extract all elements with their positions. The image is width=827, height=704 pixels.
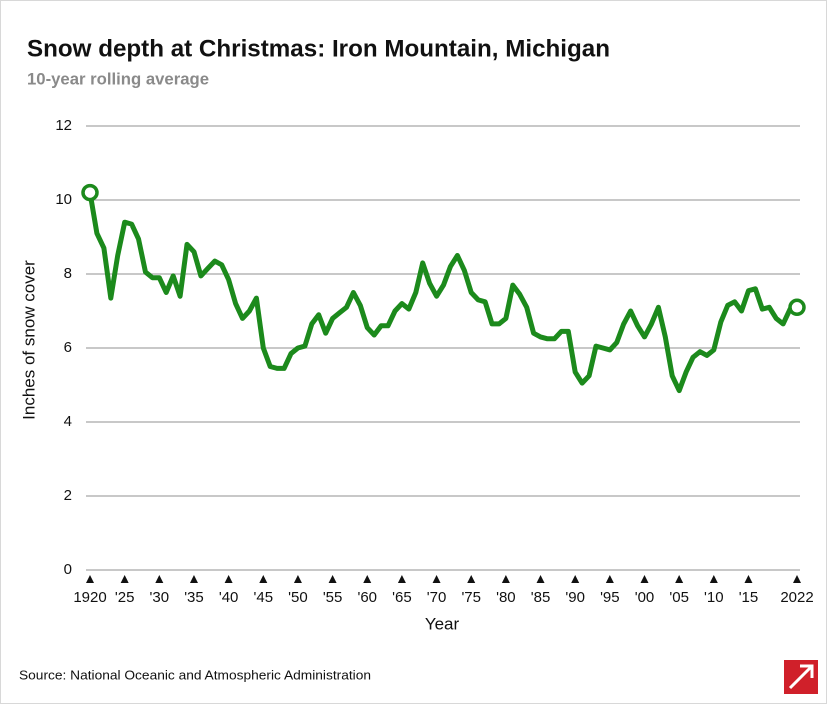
x-tick-mark: [328, 575, 337, 583]
x-tick-label: '65: [392, 589, 412, 606]
logo: [784, 660, 818, 694]
x-tick-label: '50: [288, 589, 308, 606]
x-axis-label: Year: [425, 614, 460, 633]
chart-subtitle: 10-year rolling average: [27, 69, 209, 88]
endpoint-marker: [81, 183, 99, 202]
x-tick-label: '45: [254, 589, 274, 606]
y-tick-label: 2: [64, 487, 72, 504]
x-tick-mark: [259, 575, 268, 583]
x-tick-label: '25: [115, 589, 135, 606]
source-note: Source: National Oceanic and Atmospheric…: [19, 667, 371, 682]
x-tick-label: '90: [565, 589, 585, 606]
y-tick-label: 6: [64, 339, 72, 356]
x-tick-mark: [605, 575, 614, 583]
x-tick-mark: [363, 575, 372, 583]
y-axis-label: Inches of snow cover: [19, 260, 38, 420]
x-tick-label: '00: [635, 589, 655, 606]
y-tick-label: 4: [64, 413, 72, 430]
x-tick-label: 2022: [780, 589, 813, 606]
x-tick-label: '15: [739, 589, 759, 606]
x-tick-label: '40: [219, 589, 239, 606]
x-tick-label: '80: [496, 589, 516, 606]
x-tick-mark: [501, 575, 510, 583]
x-tick-mark: [120, 575, 129, 583]
data-line: [87, 192, 798, 394]
x-tick-mark: [86, 575, 94, 583]
x-tick-label: '85: [531, 589, 551, 606]
x-tick-label: 1920: [73, 589, 106, 606]
y-tick-label: 10: [55, 191, 72, 208]
x-tick-label: '30: [150, 589, 170, 606]
x-tick-label: '55: [323, 589, 343, 606]
y-tick-label: 0: [64, 561, 72, 578]
x-tick-label: '70: [427, 589, 447, 606]
x-tick-mark: [571, 575, 580, 583]
x-tick-mark: [432, 575, 441, 583]
x-tick-mark: [293, 575, 302, 583]
endpoint-marker: [788, 298, 806, 317]
x-tick-mark: [793, 575, 801, 583]
y-tick-label: 8: [64, 265, 72, 282]
x-tick-label: '05: [669, 589, 689, 606]
x-tick-mark: [744, 575, 753, 583]
x-tick-label: '60: [357, 589, 377, 606]
x-tick-mark: [709, 575, 718, 583]
x-tick-label: '10: [704, 589, 724, 606]
x-tick-label: '95: [600, 589, 620, 606]
y-tick-label: 12: [55, 117, 72, 134]
x-tick-mark: [467, 575, 476, 583]
x-tick-mark: [536, 575, 545, 583]
x-tick-mark: [675, 575, 684, 583]
x-tick-mark: [189, 575, 198, 583]
x-tick-label: '75: [461, 589, 481, 606]
x-tick-mark: [155, 575, 164, 583]
x-tick-mark: [640, 575, 649, 583]
x-tick-mark: [397, 575, 406, 583]
x-tick-label: '35: [184, 589, 204, 606]
chart-title: Snow depth at Christmas: Iron Mountain, …: [27, 35, 610, 62]
x-tick-mark: [224, 575, 233, 583]
